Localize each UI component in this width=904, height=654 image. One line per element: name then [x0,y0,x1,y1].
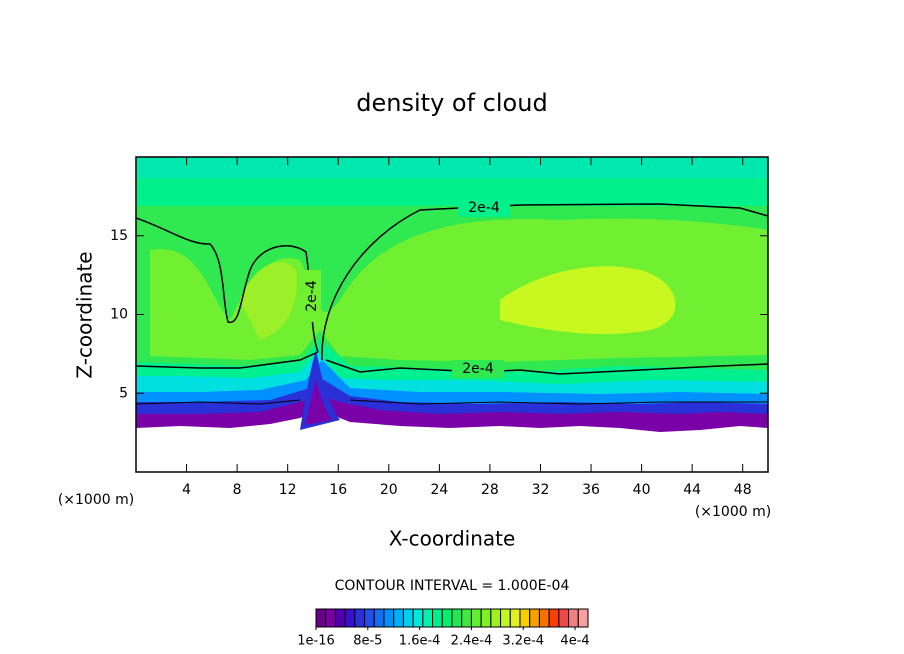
colorbar-cell [577,608,589,628]
colorbar-label: 8e-5 [353,634,382,649]
colorbar-cell [480,608,492,628]
colorbar-cell [412,608,424,628]
colorbar-cell [509,608,521,628]
x-tick-label: 36 [582,482,600,498]
x-tick-label: 4 [182,482,191,498]
x-tick-label: 16 [329,482,347,498]
colorbar-cell [500,608,511,628]
colorbar-cell [315,608,327,628]
colorbar-label: 4e-4 [560,634,589,649]
x-tick-label: 8 [233,482,242,498]
contour-label: 2e-4 [304,280,320,312]
x-axis-label: X-coordinate [389,527,516,551]
colorbar-cell [344,608,356,628]
y-tick-label: 5 [119,385,128,401]
contour-label: 2e-4 [462,361,494,377]
colorbar-cell [538,608,550,628]
colorbar-cell [441,608,453,628]
colorbar-cell [529,608,540,628]
colorbar-cell [334,608,346,628]
x-tick-label: 20 [380,482,398,498]
contour-field [136,157,768,472]
colorbar-label: 1e-16 [297,634,335,649]
colorbar-cell [470,608,482,628]
colorbar-cell [548,608,560,628]
contour-label-box: 2e-4 [452,360,504,378]
colorbar-label: 2.4e-4 [451,634,493,649]
contour-interval: CONTOUR INTERVAL = 1.000E-04 [335,578,570,594]
colorbar-cell [422,608,434,628]
contour-label: 2e-4 [468,200,500,216]
colorbar-label: 3.2e-4 [502,634,544,649]
x-tick-label: 12 [279,482,297,498]
colorbar-cell [568,608,579,628]
colorbar-cell [402,608,414,628]
x-tick-label: 28 [481,482,499,498]
x-tick-label: 44 [683,482,701,498]
y-axis-label: Z-coordinate [73,251,97,378]
colorbar-cell [432,608,443,628]
colorbar-cell [325,608,336,628]
x-unit-label: (×1000 m) [695,504,771,520]
chart-title: density of cloud [356,89,547,117]
colorbar-cell [383,608,395,628]
colorbar-cell [461,608,472,628]
x-tick-label: 24 [430,482,448,498]
colorbar-cell [490,608,502,628]
colorbar-cell [451,608,463,628]
y-tick-label: 10 [110,307,128,323]
x-tick-label: 32 [532,482,550,498]
contour-label-box: 2e-4 [458,199,510,217]
contour-label-box: 2e-4 [303,270,321,322]
x-unit-label: (×1000 m) [58,492,134,508]
colorbar-cell [393,608,404,628]
colorbar-label: 1.6e-4 [399,634,441,649]
x-tick-label: 40 [633,482,651,498]
colorbar-cell [558,608,570,628]
colorbar-cell [519,608,531,628]
x-tick-label: 48 [734,482,752,498]
colorbar-cell [373,608,385,628]
colorbar-cell [364,608,375,628]
y-tick-label: 15 [110,228,128,244]
colorbar-cell [354,608,366,628]
